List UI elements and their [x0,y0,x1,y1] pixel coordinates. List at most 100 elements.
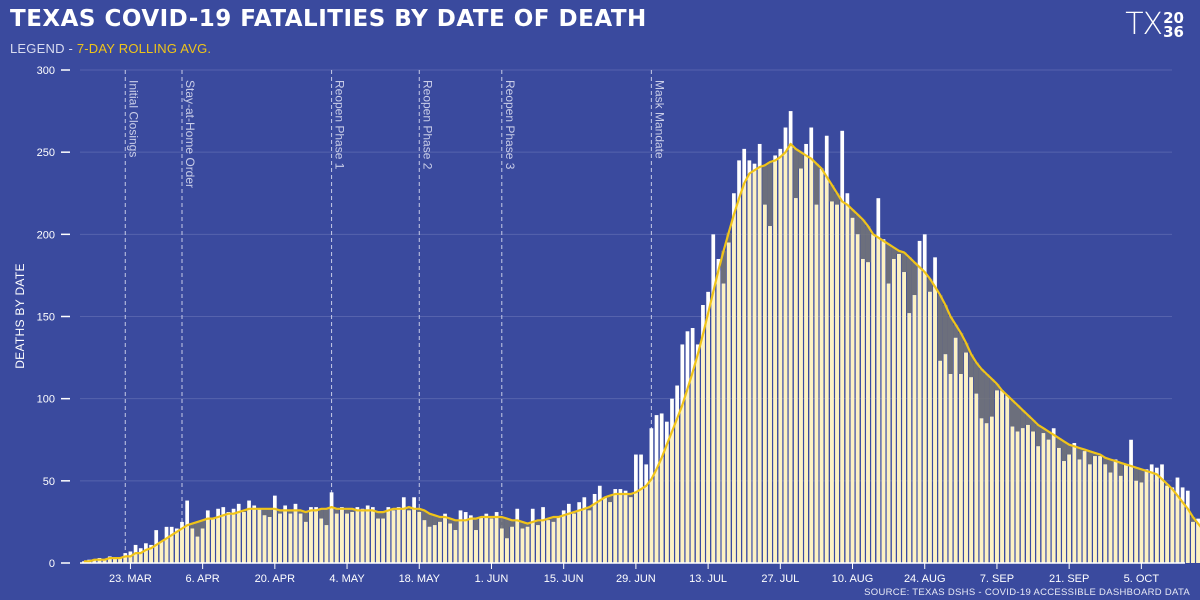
bar-below-avg [711,291,716,563]
bar-below-avg [1160,479,1164,563]
shortfall-band [416,508,422,513]
shortfall-band [447,518,453,524]
shortfall-band [1009,400,1015,427]
bar-below-avg [97,559,102,563]
shortfall-band [973,362,979,394]
bar-below-avg [272,508,277,563]
bar-below-avg [252,508,257,563]
bar-below-avg [1134,480,1139,563]
bar-below-avg [489,518,494,563]
logo-tx-text: TX [1125,7,1163,42]
y-tick-label: 100 [37,394,55,406]
bar-below-avg [329,507,334,563]
shortfall-band [829,185,835,202]
shortfall-band [535,520,541,526]
bar-below-avg [216,516,220,563]
bar-below-avg [680,405,685,563]
shortfall-band [1107,459,1113,473]
event-label: Reopen Phase 1 [333,80,347,170]
event-label: Reopen Phase 3 [503,80,517,170]
bar-below-avg [845,204,850,563]
bar-below-avg [623,493,628,563]
bar-below-avg [1000,390,1004,563]
shortfall-band [473,518,479,531]
bar-below-avg [556,516,561,563]
bar-below-avg [391,510,396,563]
y-tick-label: 300 [37,65,55,77]
shortfall-band [942,304,948,355]
bar-below-avg [928,291,932,563]
bar-below-avg [324,525,329,563]
bar-below-avg [891,258,896,563]
bar-below-avg [618,493,623,563]
bar-below-avg [757,166,762,563]
bar-below-avg [453,530,458,563]
bar-below-avg [319,518,324,563]
bar-below-avg [267,516,272,563]
shortfall-band [1133,467,1139,481]
shortfall-band [318,508,324,519]
bar-below-avg [303,521,308,563]
bar-below-avg [376,518,380,563]
bar-below-avg [670,431,674,563]
bar-below-avg [860,258,865,563]
bar-below-avg [690,372,695,563]
bar-below-avg [938,360,943,563]
bar-below-avg [350,512,355,563]
bar-below-avg [793,198,798,563]
bar-below-avg [1149,472,1154,563]
bar-below-avg [118,558,122,563]
bar-below-avg [1180,502,1185,563]
bar-below-avg [422,520,427,563]
bar-below-avg [499,528,504,563]
bar-below-avg [695,354,700,563]
shortfall-band [1118,462,1124,476]
shortfall-band [855,214,861,235]
bar-below-avg [205,518,210,563]
tx2036-logo[interactable]: TX 20 36 [1125,10,1184,40]
bar-below-avg [288,513,293,563]
bar-below-avg [154,544,159,563]
bar-below-avg [180,528,184,563]
bar-below-avg [541,520,545,563]
bar-below-avg [159,541,164,563]
bar-below-avg [174,531,179,563]
bar-below-avg [530,521,535,563]
shortfall-band [277,510,283,514]
shortfall-band [1102,457,1108,465]
bar-below-avg [1139,482,1144,563]
shortfall-band [1015,405,1021,432]
bar-below-avg [1196,523,1200,563]
bar-below-avg [1108,472,1113,563]
shortfall-band [375,512,381,519]
bar-below-avg [701,334,705,563]
shortfall-band [519,521,525,529]
bar-below-avg [762,204,767,563]
bar-below-avg [1175,495,1180,563]
bar-below-avg [448,523,453,563]
bar-below-avg [247,508,251,563]
bar-below-avg [412,508,416,563]
bar-below-avg [1056,447,1061,563]
bars [82,111,1200,564]
x-tick-label: 18. MAY [399,573,441,585]
bar-below-avg [463,520,468,563]
bar-below-avg [804,155,808,563]
bar-below-avg [964,352,968,563]
y-tick-label: 200 [37,229,55,241]
shortfall-band [865,226,871,263]
shortfall-band [911,262,917,296]
shortfall-band [1138,469,1144,483]
shortfall-band [1076,447,1083,460]
shortfall-band [994,383,1000,391]
bar-below-avg [737,198,741,563]
shortfall-band [798,152,804,169]
shortfall-band [901,252,907,273]
shortfall-band [550,516,556,522]
y-tick-label: 150 [37,312,55,324]
bar-below-avg [314,510,318,563]
bar-below-avg [984,423,989,563]
rolling-avg-line [84,142,1200,563]
bar-below-avg [866,262,870,563]
bar-below-avg [1093,456,1097,563]
